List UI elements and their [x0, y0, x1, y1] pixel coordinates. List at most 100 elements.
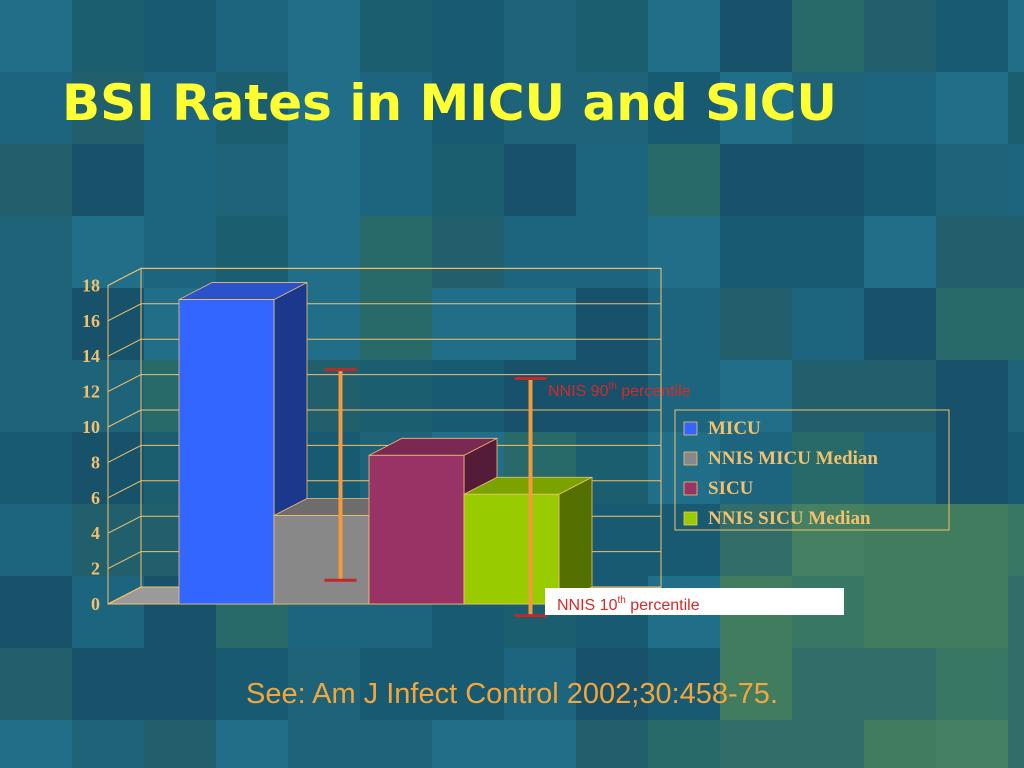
background-tile: [1008, 360, 1024, 432]
legend-label: NNIS MICU Median: [708, 448, 878, 469]
background-tile: [360, 0, 432, 72]
legend-swatch: [683, 481, 698, 496]
background-tile: [432, 720, 504, 768]
p10-annotation-box: [545, 588, 844, 615]
background-tile: [864, 720, 936, 768]
background-tile: [216, 648, 288, 720]
background-tile: [0, 216, 72, 288]
y-axis: 0 2 4 6 8 10 12 14 16 18: [82, 275, 100, 614]
background-tile: [72, 144, 144, 216]
background-tile: [1008, 432, 1024, 504]
background-tile: [648, 288, 720, 360]
background-tile: [864, 576, 936, 648]
background-tile: [720, 360, 792, 432]
background-tile: [864, 72, 936, 144]
background-tile: [1008, 648, 1024, 720]
background-tile: [0, 432, 72, 504]
background-tile: [216, 0, 288, 72]
side-gridline: [107, 480, 142, 499]
background-tile: [0, 72, 72, 144]
background-tile: [360, 72, 432, 144]
background-tile: [648, 144, 720, 216]
side-gridline: [107, 409, 142, 428]
background-tile: [432, 360, 504, 432]
bar-nnis-sicu-median: [463, 476, 593, 605]
background-tile: [792, 0, 864, 72]
background-tile: [1008, 216, 1024, 288]
background-tile: [720, 720, 792, 768]
background-tile: [504, 0, 576, 72]
side-gridline: [107, 515, 142, 534]
background-tile: [1008, 504, 1024, 576]
y-tick-label: 10: [82, 417, 100, 437]
background-tile: [648, 216, 720, 288]
background-tile: [792, 288, 864, 360]
background-tile: [792, 72, 864, 144]
side-gridline: [107, 338, 142, 357]
percentile-ranges: [324, 368, 547, 618]
background-tile: [720, 216, 792, 288]
background-tile: [360, 648, 432, 720]
background-tile: [360, 360, 432, 432]
background-tile: [432, 0, 504, 72]
background-tile: [720, 144, 792, 216]
background-tile: [792, 720, 864, 768]
bar-front: [178, 299, 275, 605]
background-tile: [432, 72, 504, 144]
legend-label: SICU: [708, 478, 754, 499]
background-tile: [288, 216, 360, 288]
background-tile: [648, 0, 720, 72]
background-tile: [576, 288, 648, 360]
background-tile: [216, 72, 288, 144]
background-tile: [288, 144, 360, 216]
chart-annotations: NNIS 90th percentile NNIS 10th percentile: [545, 381, 844, 615]
background-tile: [792, 432, 864, 504]
side-gridline: [107, 444, 142, 463]
background-tile: [288, 648, 360, 720]
y-tick-label: 4: [91, 523, 100, 543]
background-tile: [144, 216, 216, 288]
background-tile: [0, 144, 72, 216]
background-tile: [504, 216, 576, 288]
background-tile: [1008, 0, 1024, 72]
background-tile: [720, 648, 792, 720]
background-tile: [504, 144, 576, 216]
background-tile: [0, 288, 72, 360]
background-tile: [864, 432, 936, 504]
background-tile: [576, 360, 648, 432]
background-tile: [360, 720, 432, 768]
side-gridline: [107, 267, 142, 286]
chart-bars: [178, 281, 593, 605]
background-tile: [936, 144, 1008, 216]
background-tile: [648, 72, 720, 144]
background-tile: [216, 720, 288, 768]
background-tile: [864, 216, 936, 288]
background-tile: [576, 72, 648, 144]
p10-annotation: NNIS 10th percentile: [557, 595, 700, 614]
background-tile: [936, 432, 1008, 504]
background-tile: [72, 216, 144, 288]
side-gridline: [107, 551, 142, 570]
background-tile: [936, 504, 1008, 576]
background-tile: [936, 648, 1008, 720]
legend-label: NNIS SICU Median: [708, 508, 871, 529]
background-tile: [792, 504, 864, 576]
background-tile: [216, 216, 288, 288]
legend-swatch: [683, 451, 698, 466]
background-tile: [504, 648, 576, 720]
background-tile: [144, 720, 216, 768]
background-tile: [648, 360, 720, 432]
background-tile: [720, 72, 792, 144]
background-tile: [936, 720, 1008, 768]
background-tile: [504, 360, 576, 432]
background-tile: [720, 504, 792, 576]
background-tile: [576, 0, 648, 72]
background-tile: [0, 648, 72, 720]
background-tile: [504, 288, 576, 360]
y-tick-label: 6: [91, 488, 100, 508]
background-tile: [72, 720, 144, 768]
background-tile: [792, 216, 864, 288]
y-tick-label: 2: [91, 559, 100, 579]
background-tile: [648, 648, 720, 720]
background-tile: [144, 72, 216, 144]
